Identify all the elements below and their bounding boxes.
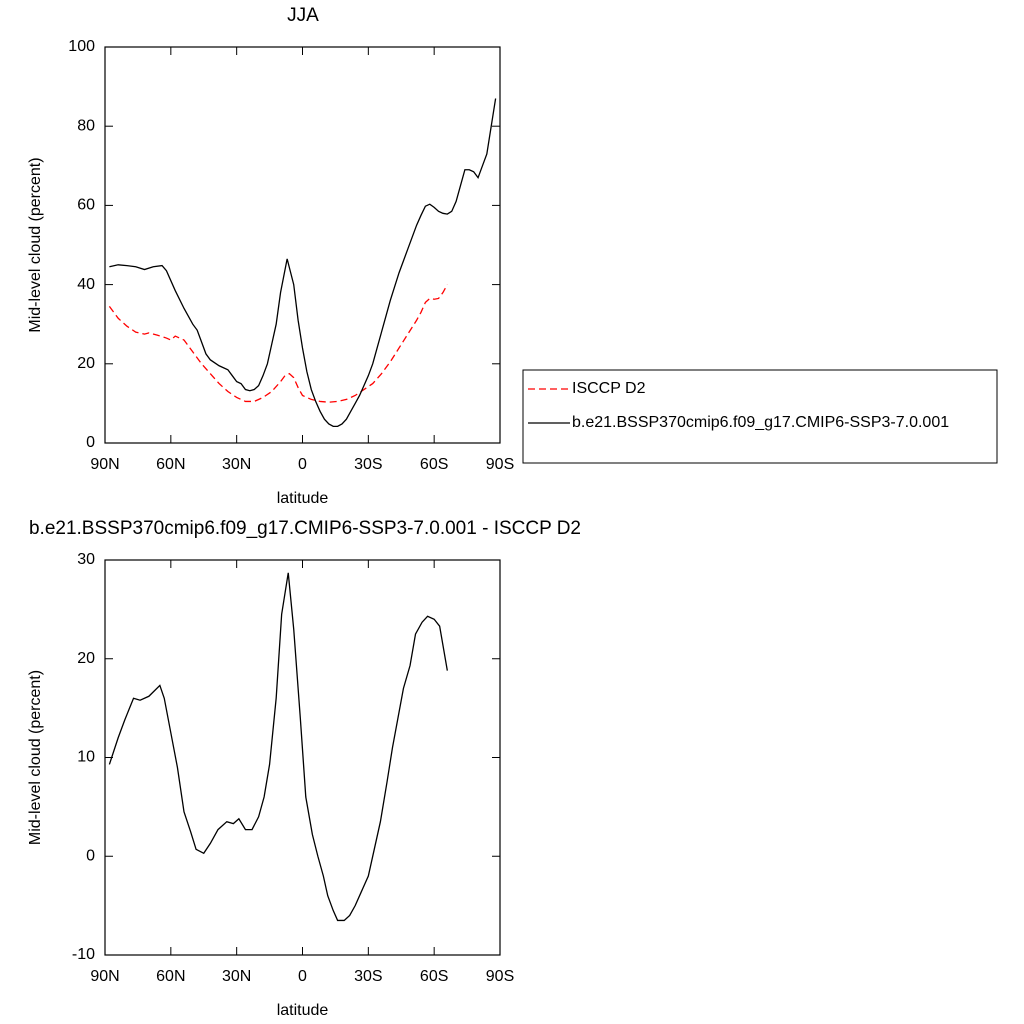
y-tick-label: 100 <box>68 38 95 55</box>
x-tick-label: 30N <box>222 968 251 985</box>
y-tick-label: -10 <box>72 946 95 963</box>
x-tick-label: 0 <box>298 456 307 473</box>
y-axis-label: Mid-level cloud (percent) <box>27 157 44 332</box>
x-tick-label: 90N <box>90 456 119 473</box>
x-tick-label: 90N <box>90 968 119 985</box>
y-tick-label: 0 <box>86 847 95 864</box>
x-tick-label: 30S <box>354 456 382 473</box>
y-tick-label: 0 <box>86 434 95 451</box>
x-tick-label: 60S <box>420 968 448 985</box>
data-line <box>108 284 448 403</box>
y-tick-label: 30 <box>77 551 95 568</box>
x-tick-label: 60N <box>156 968 185 985</box>
chart-title: JJA <box>287 5 319 26</box>
x-tick-label: 90S <box>486 456 514 473</box>
chart-title: b.e21.BSSP370cmip6.f09_g17.CMIP6-SSP3-7.… <box>29 518 581 539</box>
y-axis-label: Mid-level cloud (percent) <box>27 670 44 845</box>
x-tick-label: 60N <box>156 456 185 473</box>
y-tick-label: 80 <box>77 117 95 134</box>
x-tick-label: 30S <box>354 968 382 985</box>
y-tick-label: 40 <box>77 276 95 293</box>
x-tick-label: 0 <box>298 968 307 985</box>
y-tick-label: 20 <box>77 650 95 667</box>
y-tick-label: 20 <box>77 355 95 372</box>
data-line <box>109 98 497 428</box>
x-tick-label: 30N <box>222 456 251 473</box>
x-axis-label: latitude <box>277 1002 329 1019</box>
x-tick-label: 60S <box>420 456 448 473</box>
data-line <box>108 572 448 922</box>
y-tick-label: 10 <box>77 749 95 766</box>
legend-label: ISCCP D2 <box>572 380 646 397</box>
legend-label: b.e21.BSSP370cmip6.f09_g17.CMIP6-SSP3-7.… <box>572 414 949 431</box>
legend-box <box>522 369 998 464</box>
x-tick-label: 90S <box>486 968 514 985</box>
x-axis-label: latitude <box>277 490 329 507</box>
plot-frame <box>104 46 501 444</box>
y-tick-label: 60 <box>77 197 95 214</box>
